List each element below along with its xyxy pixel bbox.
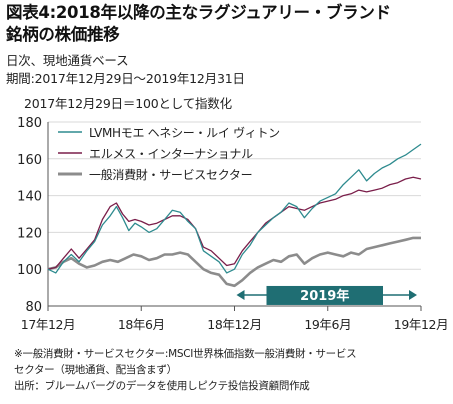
annotation-label: 2019年 xyxy=(300,288,349,304)
annotation-arrow-right-head xyxy=(409,289,417,300)
chart-title-line-2: 銘柄の株価推移 xyxy=(6,25,120,44)
x-tick-label-2: 18年12月 xyxy=(207,317,261,332)
legend-label-hermes: エルメス・インターナショナル xyxy=(89,147,253,161)
series-line-lvmh xyxy=(47,143,422,274)
x-tick-label-1: 18年6月 xyxy=(118,317,165,332)
legend-label-lvmh: LVMHモエ ヘネシー・ルイ ヴィトン xyxy=(89,125,280,140)
footnote-source: 出所：ブルームバーグのデータを使用しピクテ投信投資顧問作成 xyxy=(14,380,310,392)
chart-title-line-1: 図表4:2018年以降の主なラグジュアリー・ブランド xyxy=(6,3,391,22)
x-tick-label-0: 17年12月 xyxy=(21,317,75,332)
chart-title: 図表4:2018年以降の主なラグジュアリー・ブランド 銘柄の株価推移 xyxy=(6,2,446,46)
legend-label-sector: 一般消費財・サービスセクター xyxy=(89,167,252,182)
chart-subtitle-period: 期間:2017年12月29日～2019年12月31日 xyxy=(6,71,245,86)
footnote-sector-definition-cont: セクター（現地通貨、配当含まず） xyxy=(14,364,177,376)
y-tick-label-140: 140 xyxy=(17,190,42,205)
annotation-arrow-left-head xyxy=(236,289,245,300)
y-tick-label-80: 80 xyxy=(25,300,42,315)
y-tick-label-120: 120 xyxy=(17,226,42,241)
index-base-note: 2017年12月29日＝100として指数化 xyxy=(24,96,232,111)
y-tick-label-160: 160 xyxy=(17,153,42,168)
footnote-sector-definition: ※一般消費財・サービスセクター:MSCI世界株価指数一般消費財・サービス xyxy=(14,348,357,360)
x-tick-label-3: 19年6月 xyxy=(304,317,351,332)
annotation-banner xyxy=(266,285,383,305)
chart-subtitle-frequency: 日次、現地通貨ベース xyxy=(6,53,129,68)
x-tick-label-4: 19年12月 xyxy=(394,317,448,332)
series-line-sector xyxy=(47,236,421,288)
series-line-hermes xyxy=(47,176,422,270)
y-tick-label-100: 100 xyxy=(17,263,42,278)
y-tick-label-180: 180 xyxy=(17,116,42,131)
